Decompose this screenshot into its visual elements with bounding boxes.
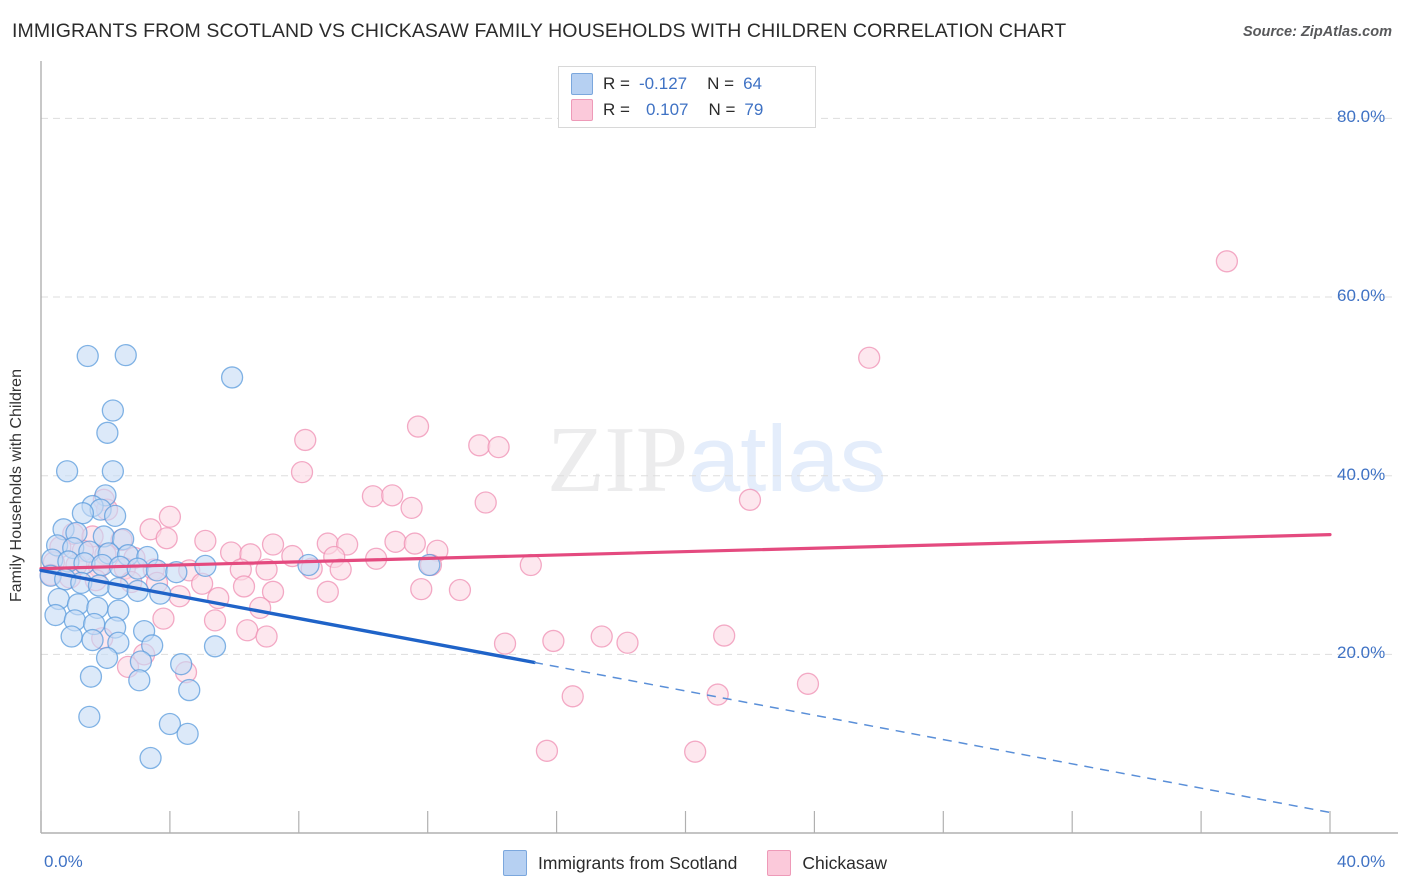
- legend-color-blue-icon: [503, 850, 527, 876]
- y-axis-tick-label: 20.0%: [1337, 643, 1386, 663]
- legend-color-pink-icon: [767, 850, 792, 876]
- stats-legend-row-pink: R = 0.107 N = 79: [571, 97, 763, 123]
- x-axis-max-label: 40.0%: [1337, 852, 1386, 871]
- axis-lines: [40, 61, 1398, 834]
- y-axis-tick-label: 80.0%: [1337, 107, 1386, 127]
- y-axis-tick-label: 60.0%: [1337, 286, 1386, 306]
- scatter-points-immigrants-from-scotland: [39, 343, 441, 770]
- legend-label-chickasaw: Chickasaw: [802, 852, 887, 873]
- r-value-blue: -0.127: [638, 74, 688, 93]
- legend-item-chickasaw[interactable]: Chickasaw: [767, 850, 887, 876]
- source-attribution: Source: ZipAtlas.com: [1242, 24, 1392, 40]
- legend-label-immigrants-from-scotland: Immigrants from Scotland: [538, 852, 738, 873]
- x-axis-min-label: 0.0%: [44, 852, 83, 871]
- r-value-pink: 0.107: [645, 100, 689, 119]
- trend-lines: [39, 533, 1332, 814]
- legend-item-immigrants-from-scotland[interactable]: Immigrants from Scotland: [503, 850, 737, 876]
- legend-swatch-pink-icon: [571, 99, 593, 121]
- stats-legend-row-blue: R = -0.127 N = 64: [571, 71, 762, 97]
- n-value-pink: 79: [744, 100, 764, 119]
- n-value-blue: 64: [743, 74, 762, 93]
- series-legend: Immigrants from Scotland Chickasaw: [503, 850, 917, 876]
- n-label-blue: N =: [707, 74, 735, 93]
- legend-swatch-blue-icon: [571, 73, 593, 95]
- n-label-pink: N =: [708, 100, 736, 119]
- page-title: IMMIGRANTS FROM SCOTLAND VS CHICKASAW FA…: [12, 20, 1067, 42]
- axis-ticks: [40, 811, 1331, 833]
- stats-legend: R = -0.127 N = 64 R = 0.107 N = 79: [558, 66, 816, 128]
- scatter-points-chickasaw: [39, 250, 1239, 763]
- y-axis-tick-label: 40.0%: [1337, 464, 1386, 484]
- r-label-blue: R =: [603, 74, 630, 93]
- r-label-pink: R =: [603, 100, 630, 119]
